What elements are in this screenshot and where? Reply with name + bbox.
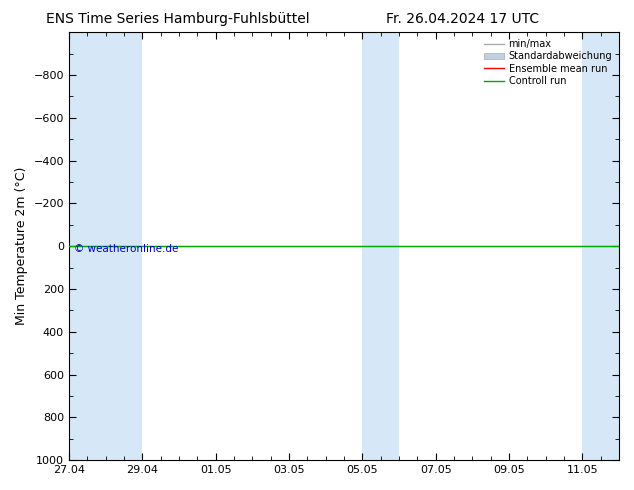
Text: Fr. 26.04.2024 17 UTC: Fr. 26.04.2024 17 UTC	[386, 12, 540, 26]
Bar	[106, 32, 142, 460]
Bar	[582, 32, 619, 460]
Legend: min/max, Standardabweichung, Ensemble mean run, Controll run: min/max, Standardabweichung, Ensemble me…	[482, 37, 614, 88]
Text: © weatheronline.de: © weatheronline.de	[74, 244, 179, 254]
Text: ENS Time Series Hamburg-Fuhlsbüttel: ENS Time Series Hamburg-Fuhlsbüttel	[46, 12, 309, 26]
Bar	[69, 32, 106, 460]
Bar	[362, 32, 399, 460]
Y-axis label: Min Temperature 2m (°C): Min Temperature 2m (°C)	[15, 167, 28, 325]
